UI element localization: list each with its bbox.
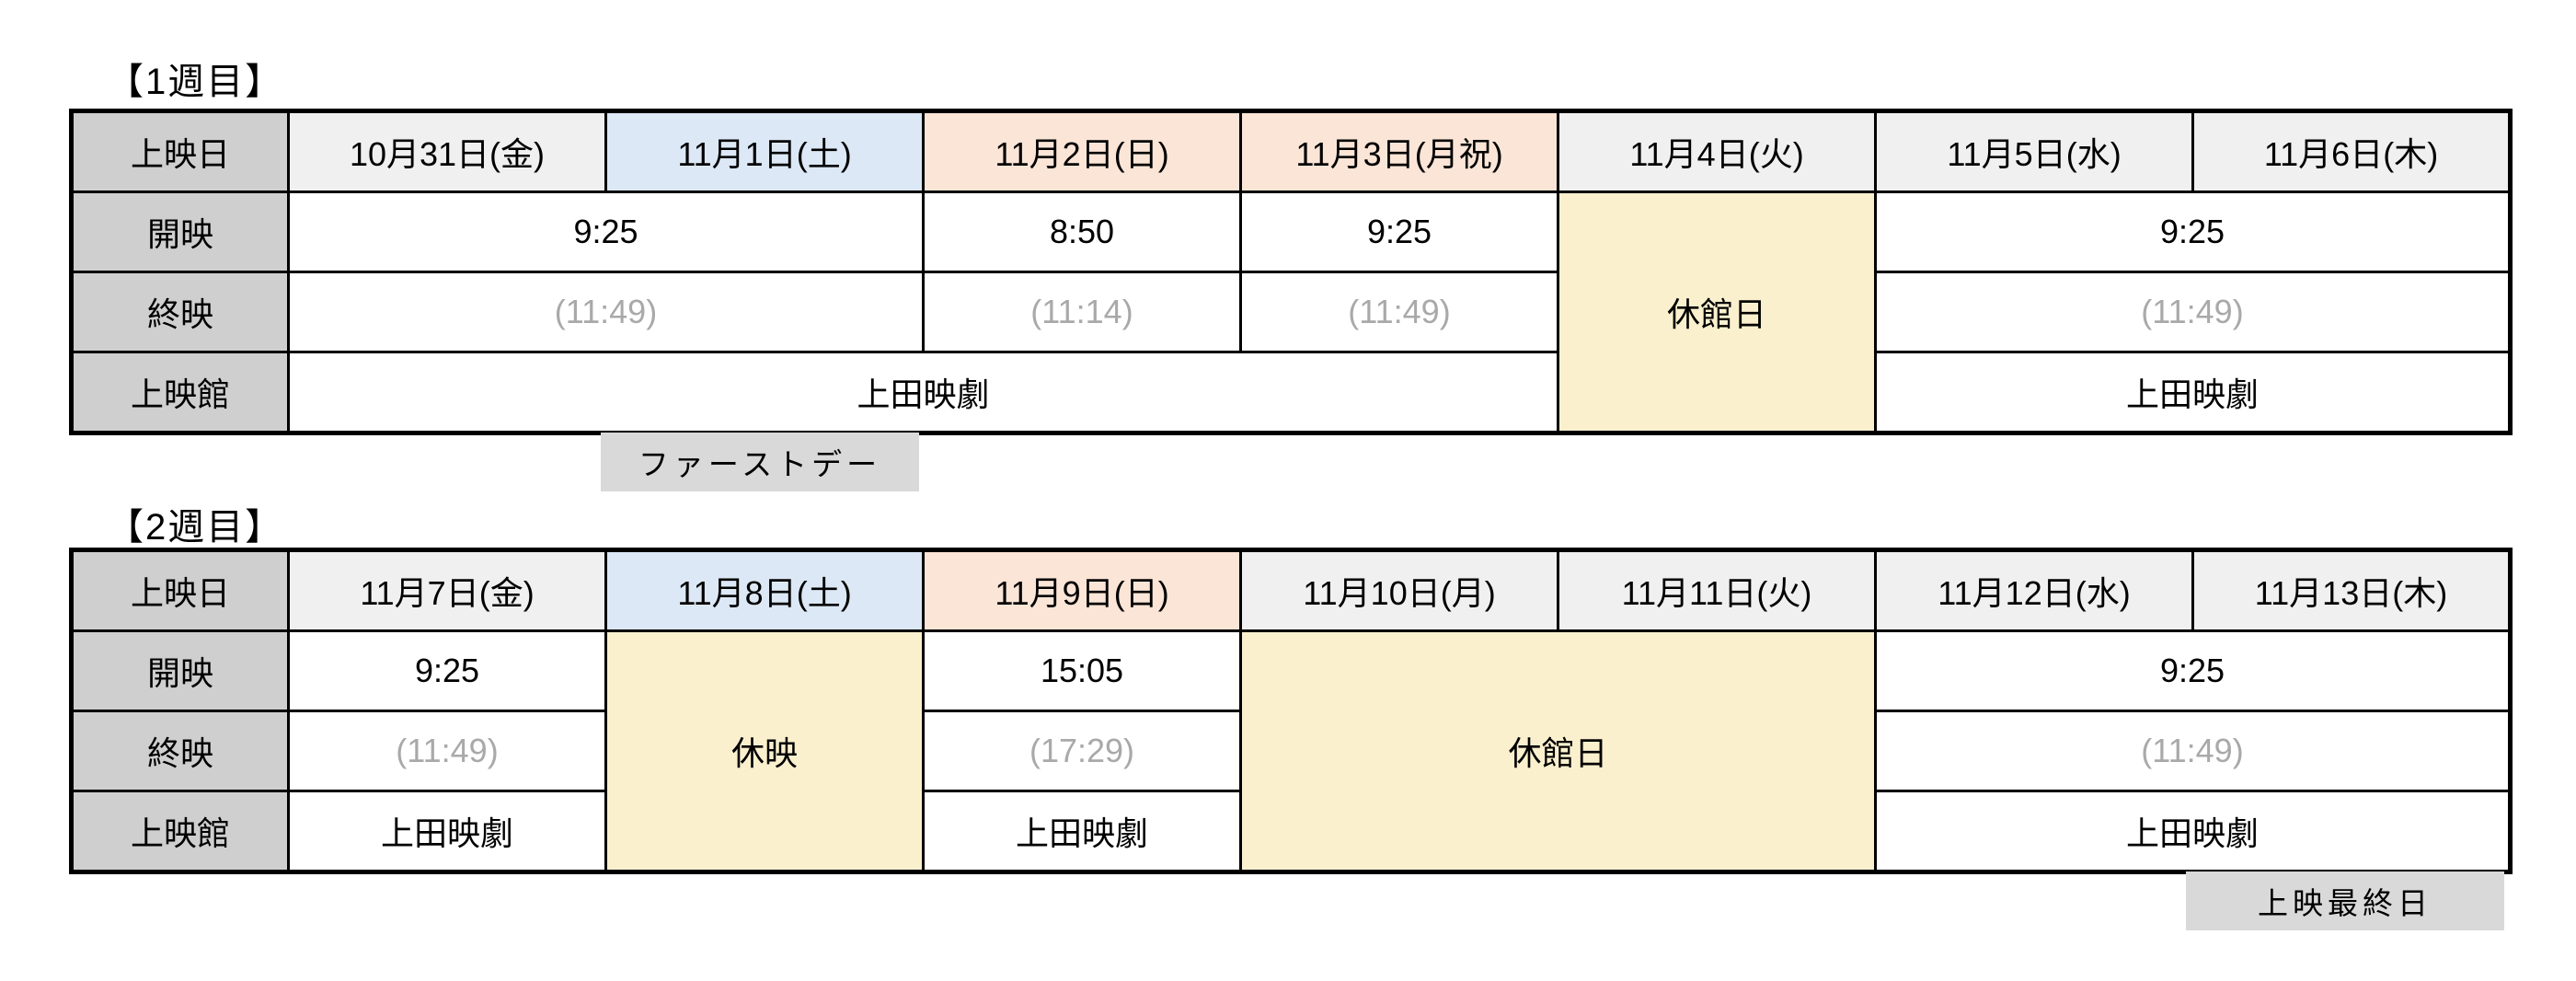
week1-end-fri-sat: (11:49) — [287, 271, 925, 353]
week2-date-header-mon: 11月10日(月) — [1239, 548, 1559, 632]
week2-start-row: 開映 9:25 休映 15:05 休館日 9:25 — [70, 629, 2512, 873]
week2-no-screening-cell: 休映 — [604, 629, 925, 873]
week1-start-sun: 8:50 — [922, 190, 1242, 273]
week2-date-header-fri: 11月7日(金) — [287, 548, 607, 632]
week2-date-header-tue: 11月11日(火) — [1557, 548, 1877, 632]
week1-end-sun: (11:14) — [922, 271, 1242, 353]
week1-row-label-venue: 上映館 — [70, 351, 290, 434]
week2-header-row: 上映日 11月7日(金) 11月8日(土) 11月9日(日) 11月10日(月)… — [70, 548, 2512, 632]
week1-end-mon: (11:49) — [1239, 271, 1559, 353]
week1-row-label-start: 開映 — [70, 190, 290, 273]
week2-start-sun: 15:05 — [922, 629, 1242, 712]
week2-end-fri: (11:49) — [287, 710, 607, 792]
week2-venue-sun: 上田映劇 — [922, 790, 1242, 873]
week1-closed-day-cell: 休館日 — [1557, 190, 1877, 434]
week2-row-label-venue: 上映館 — [70, 790, 290, 873]
week1-end-row: 終映 (11:49) (11:14) (11:49) (11:49) — [70, 271, 2512, 353]
week1-date-header-sat: 11月1日(土) — [604, 110, 925, 193]
week1-date-header-mon-holiday: 11月3日(月祝) — [1239, 110, 1559, 193]
week2-start-fri: 9:25 — [287, 629, 607, 712]
week2-end-wed-thu: (11:49) — [1874, 710, 2512, 792]
week2-end-row: 終映 (11:49) (17:29) (11:49) — [70, 710, 2512, 792]
week1-venue-left: 上田映劇 — [287, 351, 1559, 434]
week1-start-mon: 9:25 — [1239, 190, 1559, 273]
week1-end-wed-thu: (11:49) — [1874, 271, 2512, 353]
week1-venue-right: 上田映劇 — [1874, 351, 2512, 434]
week1-header-row: 上映日 10月31日(金) 11月1日(土) 11月2日(日) 11月3日(月祝… — [70, 110, 2512, 193]
week2-closed-day-cell: 休館日 — [1239, 629, 1877, 873]
week2-venue-fri: 上田映劇 — [287, 790, 607, 873]
week2-venue-wed-thu: 上田映劇 — [1874, 790, 2512, 873]
week2-start-wed-thu: 9:25 — [1874, 629, 2512, 712]
week1-start-fri-sat: 9:25 — [287, 190, 925, 273]
week2-row-label-start: 開映 — [70, 629, 290, 712]
week1-start-wed-thu: 9:25 — [1874, 190, 2512, 273]
week2-date-header-thu: 11月13日(木) — [2191, 548, 2512, 632]
week1-date-header-tue: 11月4日(火) — [1557, 110, 1877, 193]
week1-row-label-end: 終映 — [70, 271, 290, 353]
week1-schedule-table: 上映日 10月31日(金) 11月1日(土) 11月2日(日) 11月3日(月祝… — [69, 109, 2513, 435]
week1-date-header-fri: 10月31日(金) — [287, 110, 607, 193]
week2-venue-row: 上映館 上田映劇 上田映劇 上田映劇 — [70, 790, 2512, 873]
week2-date-header-wed: 11月12日(水) — [1874, 548, 2194, 632]
week1-start-row: 開映 9:25 8:50 9:25 休館日 9:25 — [70, 190, 2512, 434]
week2-date-header-sun: 11月9日(日) — [922, 548, 1242, 632]
week1-title: 【1週目】 — [107, 62, 284, 102]
first-day-note: ファーストデー — [601, 433, 919, 491]
week1-date-header-wed: 11月5日(水) — [1874, 110, 2194, 193]
week2-date-header-sat: 11月8日(土) — [604, 548, 925, 632]
week1-date-header-thu: 11月6日(木) — [2191, 110, 2512, 193]
week2-row-label-date: 上映日 — [70, 548, 290, 632]
week2-end-sun: (17:29) — [922, 710, 1242, 792]
week1-row-label-date: 上映日 — [70, 110, 290, 193]
week1-date-header-sun: 11月2日(日) — [922, 110, 1242, 193]
week2-schedule-table: 上映日 11月7日(金) 11月8日(土) 11月9日(日) 11月10日(月)… — [69, 548, 2513, 874]
week2-row-label-end: 終映 — [70, 710, 290, 792]
week2-title: 【2週目】 — [107, 507, 284, 548]
week1-venue-row: 上映館 上田映劇 上田映劇 — [70, 351, 2512, 434]
final-day-note: 上映最終日 — [2186, 871, 2504, 930]
